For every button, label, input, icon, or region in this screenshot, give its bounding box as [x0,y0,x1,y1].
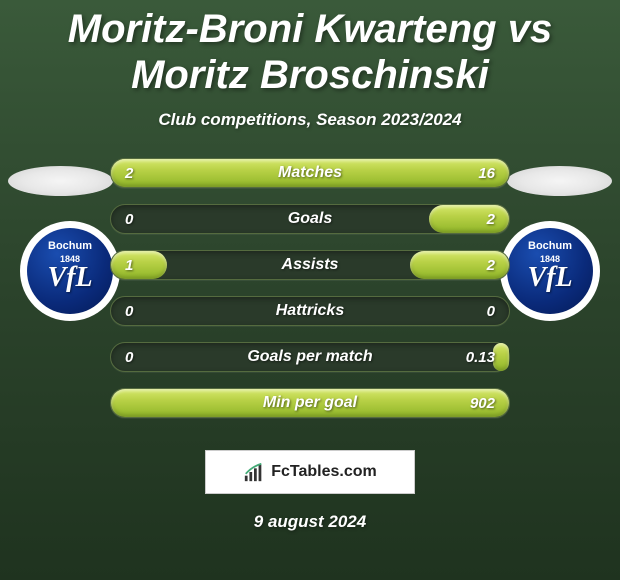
stats-container: 216Matches 02Goals 12Assists 00Hattricks 00.… [110,158,510,418]
club-name-left: Bochum [48,240,92,252]
player-photo-right [507,166,612,196]
stat-row: 216Matches [110,158,510,188]
club-year-left: 1848 [60,254,80,264]
club-badge-left: Bochum 1848 VfL [20,221,120,321]
stat-row: 00.13Goals per match [110,342,510,372]
comparison-panel: Bochum 1848 VfL Bochum 1848 VfL 216Match… [0,158,620,438]
stat-label: Goals [111,205,509,233]
subtitle: Club competitions, Season 2023/2024 [0,110,620,130]
stat-label: Goals per match [111,343,509,371]
footer-brand-text: FcTables.com [271,463,377,481]
stat-label: Assists [111,251,509,279]
club-badge-right: Bochum 1848 VfL [500,221,600,321]
stat-label: Hattricks [111,297,509,325]
stat-row: 12Assists [110,250,510,280]
club-badge-inner-left: Bochum 1848 VfL [27,228,113,314]
club-badge-inner-right: Bochum 1848 VfL [507,228,593,314]
club-year-right: 1848 [540,254,560,264]
stat-label: Matches [111,159,509,187]
page-title: Moritz-Broni Kwarteng vs Moritz Broschin… [0,0,620,98]
footer-brand-box[interactable]: FcTables.com [205,450,415,494]
club-monogram-left: VfL [47,262,92,294]
club-monogram-right: VfL [527,262,572,294]
date-text: 9 august 2024 [0,512,620,532]
player-photo-left [8,166,113,196]
stat-row: 02Goals [110,204,510,234]
stat-row: 00Hattricks [110,296,510,326]
stat-row: 902Min per goal [110,388,510,418]
fctables-icon [243,461,265,483]
club-name-right: Bochum [528,240,572,252]
stat-label: Min per goal [111,389,509,417]
